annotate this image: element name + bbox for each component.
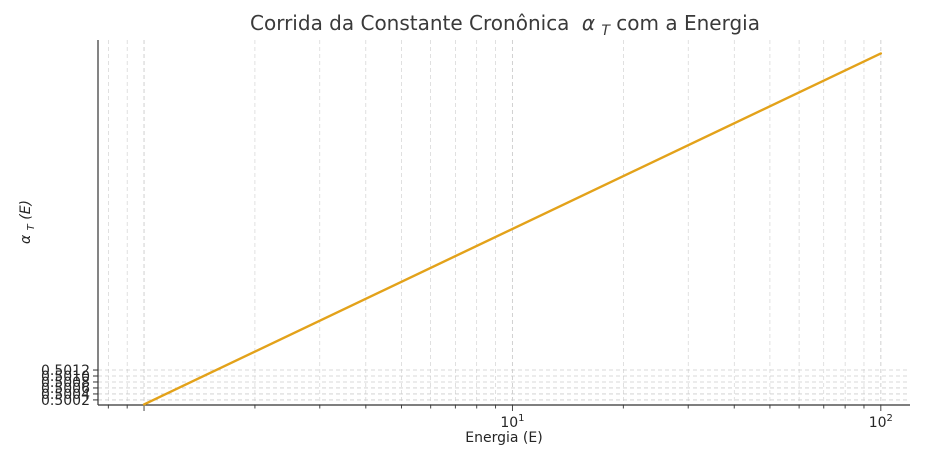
- y-axis-title-suffix: (E): [18, 200, 34, 220]
- y-axis-title-symbol: α: [18, 234, 34, 244]
- chart-title-symbol: α: [582, 11, 595, 35]
- chart-title-suffix: com a Energia: [616, 11, 760, 35]
- y-axis-title: α T (E): [18, 200, 38, 244]
- x-tick-label-exponent: 1: [518, 413, 524, 424]
- x-tick-label: 102: [869, 413, 893, 431]
- y-tick-label: 0.5008: [41, 375, 90, 391]
- x-tick-label-exponent: 2: [887, 413, 893, 424]
- chart-title-text: Corrida da Constante Cronônica: [250, 11, 569, 35]
- chart-title-symbol-sub: T: [601, 23, 611, 39]
- series-line: [142, 52, 883, 406]
- data-layer: [142, 52, 883, 406]
- y-axis-title-sub: T: [26, 223, 37, 230]
- y-tick-label: 0.5012: [41, 363, 90, 379]
- chart-title: Corrida da Constante Cronônica α T com a…: [250, 11, 760, 40]
- x-tick-label-base: 10: [869, 415, 887, 431]
- x-axis-title: Energia (E): [465, 430, 542, 446]
- x-tick-label: 101: [500, 413, 524, 431]
- y-tick-label: 0.5010: [41, 369, 90, 385]
- x-tick-label-base: 10: [500, 415, 518, 431]
- y-tick-label: 0.5006: [41, 381, 90, 397]
- y-tick-label: 0.5004: [41, 387, 90, 403]
- y-tick-label: 0.5002: [41, 393, 90, 409]
- axes-layer: [93, 40, 910, 411]
- grid-layer: [98, 40, 910, 405]
